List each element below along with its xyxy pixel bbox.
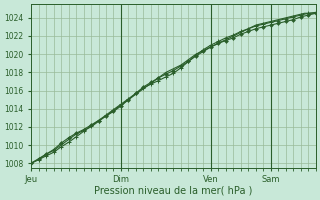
X-axis label: Pression niveau de la mer( hPa ): Pression niveau de la mer( hPa ) bbox=[94, 186, 252, 196]
